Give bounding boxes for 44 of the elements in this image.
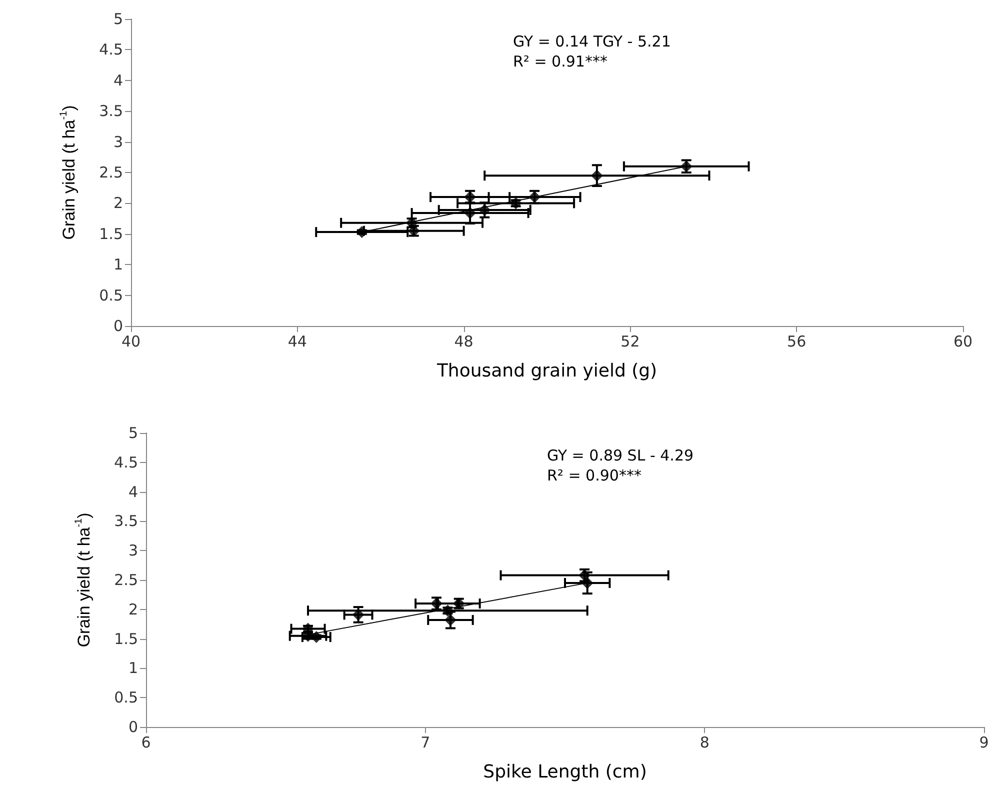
point xyxy=(464,207,476,220)
y-tick-label: 1 xyxy=(113,256,123,274)
y-tick-label: 2 xyxy=(128,600,138,618)
y-tick-label: 1 xyxy=(128,659,138,678)
y-tick-label: 4.5 xyxy=(99,40,123,59)
x-tick-label: 56 xyxy=(787,332,806,350)
y-tick-label: 2.5 xyxy=(114,571,138,589)
y-tick-label: 3 xyxy=(128,542,138,560)
y-tick-label: 0 xyxy=(113,317,123,335)
x-tick-label: 9 xyxy=(979,734,989,752)
annotation: GY = 0.89 SL - 4.29 xyxy=(546,446,694,464)
y-tick-label: 5 xyxy=(113,10,123,28)
y-tick-label: 0.5 xyxy=(99,286,123,304)
point xyxy=(444,614,456,626)
point xyxy=(352,608,364,621)
y-tick-label: 3.5 xyxy=(99,102,123,120)
x-tick-label: 44 xyxy=(288,332,307,350)
x-tick-label: 40 xyxy=(121,332,141,350)
x-tick-label: 60 xyxy=(953,332,973,350)
y-tick-label: 3 xyxy=(113,132,123,151)
point xyxy=(590,170,603,182)
y-tick-label: 2.5 xyxy=(99,164,123,182)
annotation: GY = 0.14 TGY - 5.21 xyxy=(513,32,671,50)
annotation: R² = 0.90*** xyxy=(546,466,642,484)
y-axis-title: Grain yield (t ha-1) xyxy=(74,512,94,648)
y-tick-label: 1.5 xyxy=(114,630,138,648)
y-tick-label: 5 xyxy=(128,424,138,442)
x-axis-title: Thousand grain yield (g) xyxy=(436,360,658,382)
x-tick-label: 52 xyxy=(620,332,640,350)
x-tick-label: 8 xyxy=(700,734,710,752)
y-tick-label: 3.5 xyxy=(114,512,138,530)
x-tick-label: 6 xyxy=(141,734,151,752)
y-tick-label: 2 xyxy=(113,194,123,212)
y-tick-label: 4.5 xyxy=(114,453,138,472)
y-tick-label: 0.5 xyxy=(114,688,138,707)
y-axis-title: Grain yield (t ha-1) xyxy=(58,105,78,240)
y-tick-label: 4 xyxy=(113,71,123,90)
y-tick-label: 1.5 xyxy=(99,224,123,243)
y-tick-label: 4 xyxy=(128,482,138,501)
x-tick-label: 48 xyxy=(454,332,474,350)
y-tick-label: 0 xyxy=(128,718,138,736)
x-axis-title: Spike Length (cm) xyxy=(483,762,647,782)
annotation: R² = 0.91*** xyxy=(512,52,608,70)
x-tick-label: 7 xyxy=(420,734,430,752)
